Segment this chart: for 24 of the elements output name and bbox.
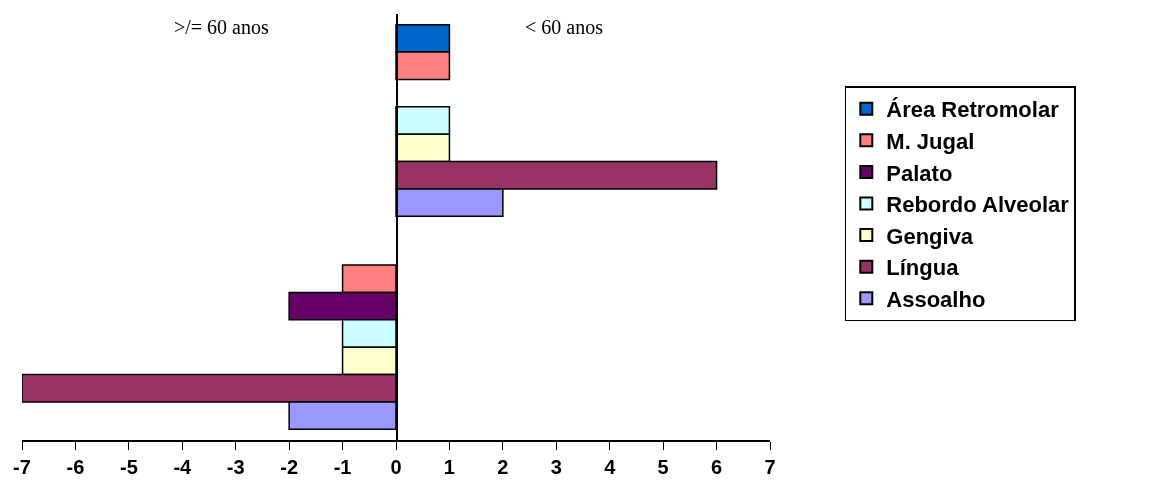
x-tick-label: 4: [604, 455, 617, 478]
x-tick-label: -5: [119, 455, 138, 478]
annotation: < 60 anos: [525, 16, 604, 38]
x-tick-label: 0: [390, 455, 402, 478]
legend-label: Palato: [886, 160, 953, 186]
legend-label: Língua: [886, 255, 960, 281]
x-tick-label: 2: [497, 455, 509, 478]
legend-label: Rebordo Alveolar: [886, 192, 1070, 218]
legend-label: Assoalho: [886, 286, 986, 312]
x-tick-label: 1: [443, 455, 455, 478]
x-tick-label: 7: [764, 455, 776, 478]
legend-label: Área Retromolar: [886, 97, 1060, 123]
x-tick-label: -4: [173, 455, 193, 478]
x-tick-label: -6: [66, 455, 85, 478]
x-tick-label: -3: [226, 455, 245, 478]
x-tick-label: 5: [657, 455, 669, 478]
x-tick-label: 6: [711, 455, 723, 478]
legend-label: Gengiva: [886, 223, 974, 249]
x-tick-label: -1: [333, 455, 352, 478]
x-tick-label: -7: [13, 455, 31, 478]
annotation: >/= 60 anos: [174, 16, 269, 38]
legend-label: M. Jugal: [886, 128, 975, 154]
x-tick-label: 3: [550, 455, 562, 478]
x-tick-label: -2: [280, 455, 299, 478]
